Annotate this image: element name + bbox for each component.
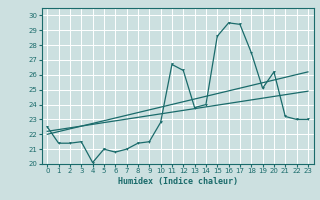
- X-axis label: Humidex (Indice chaleur): Humidex (Indice chaleur): [118, 177, 237, 186]
